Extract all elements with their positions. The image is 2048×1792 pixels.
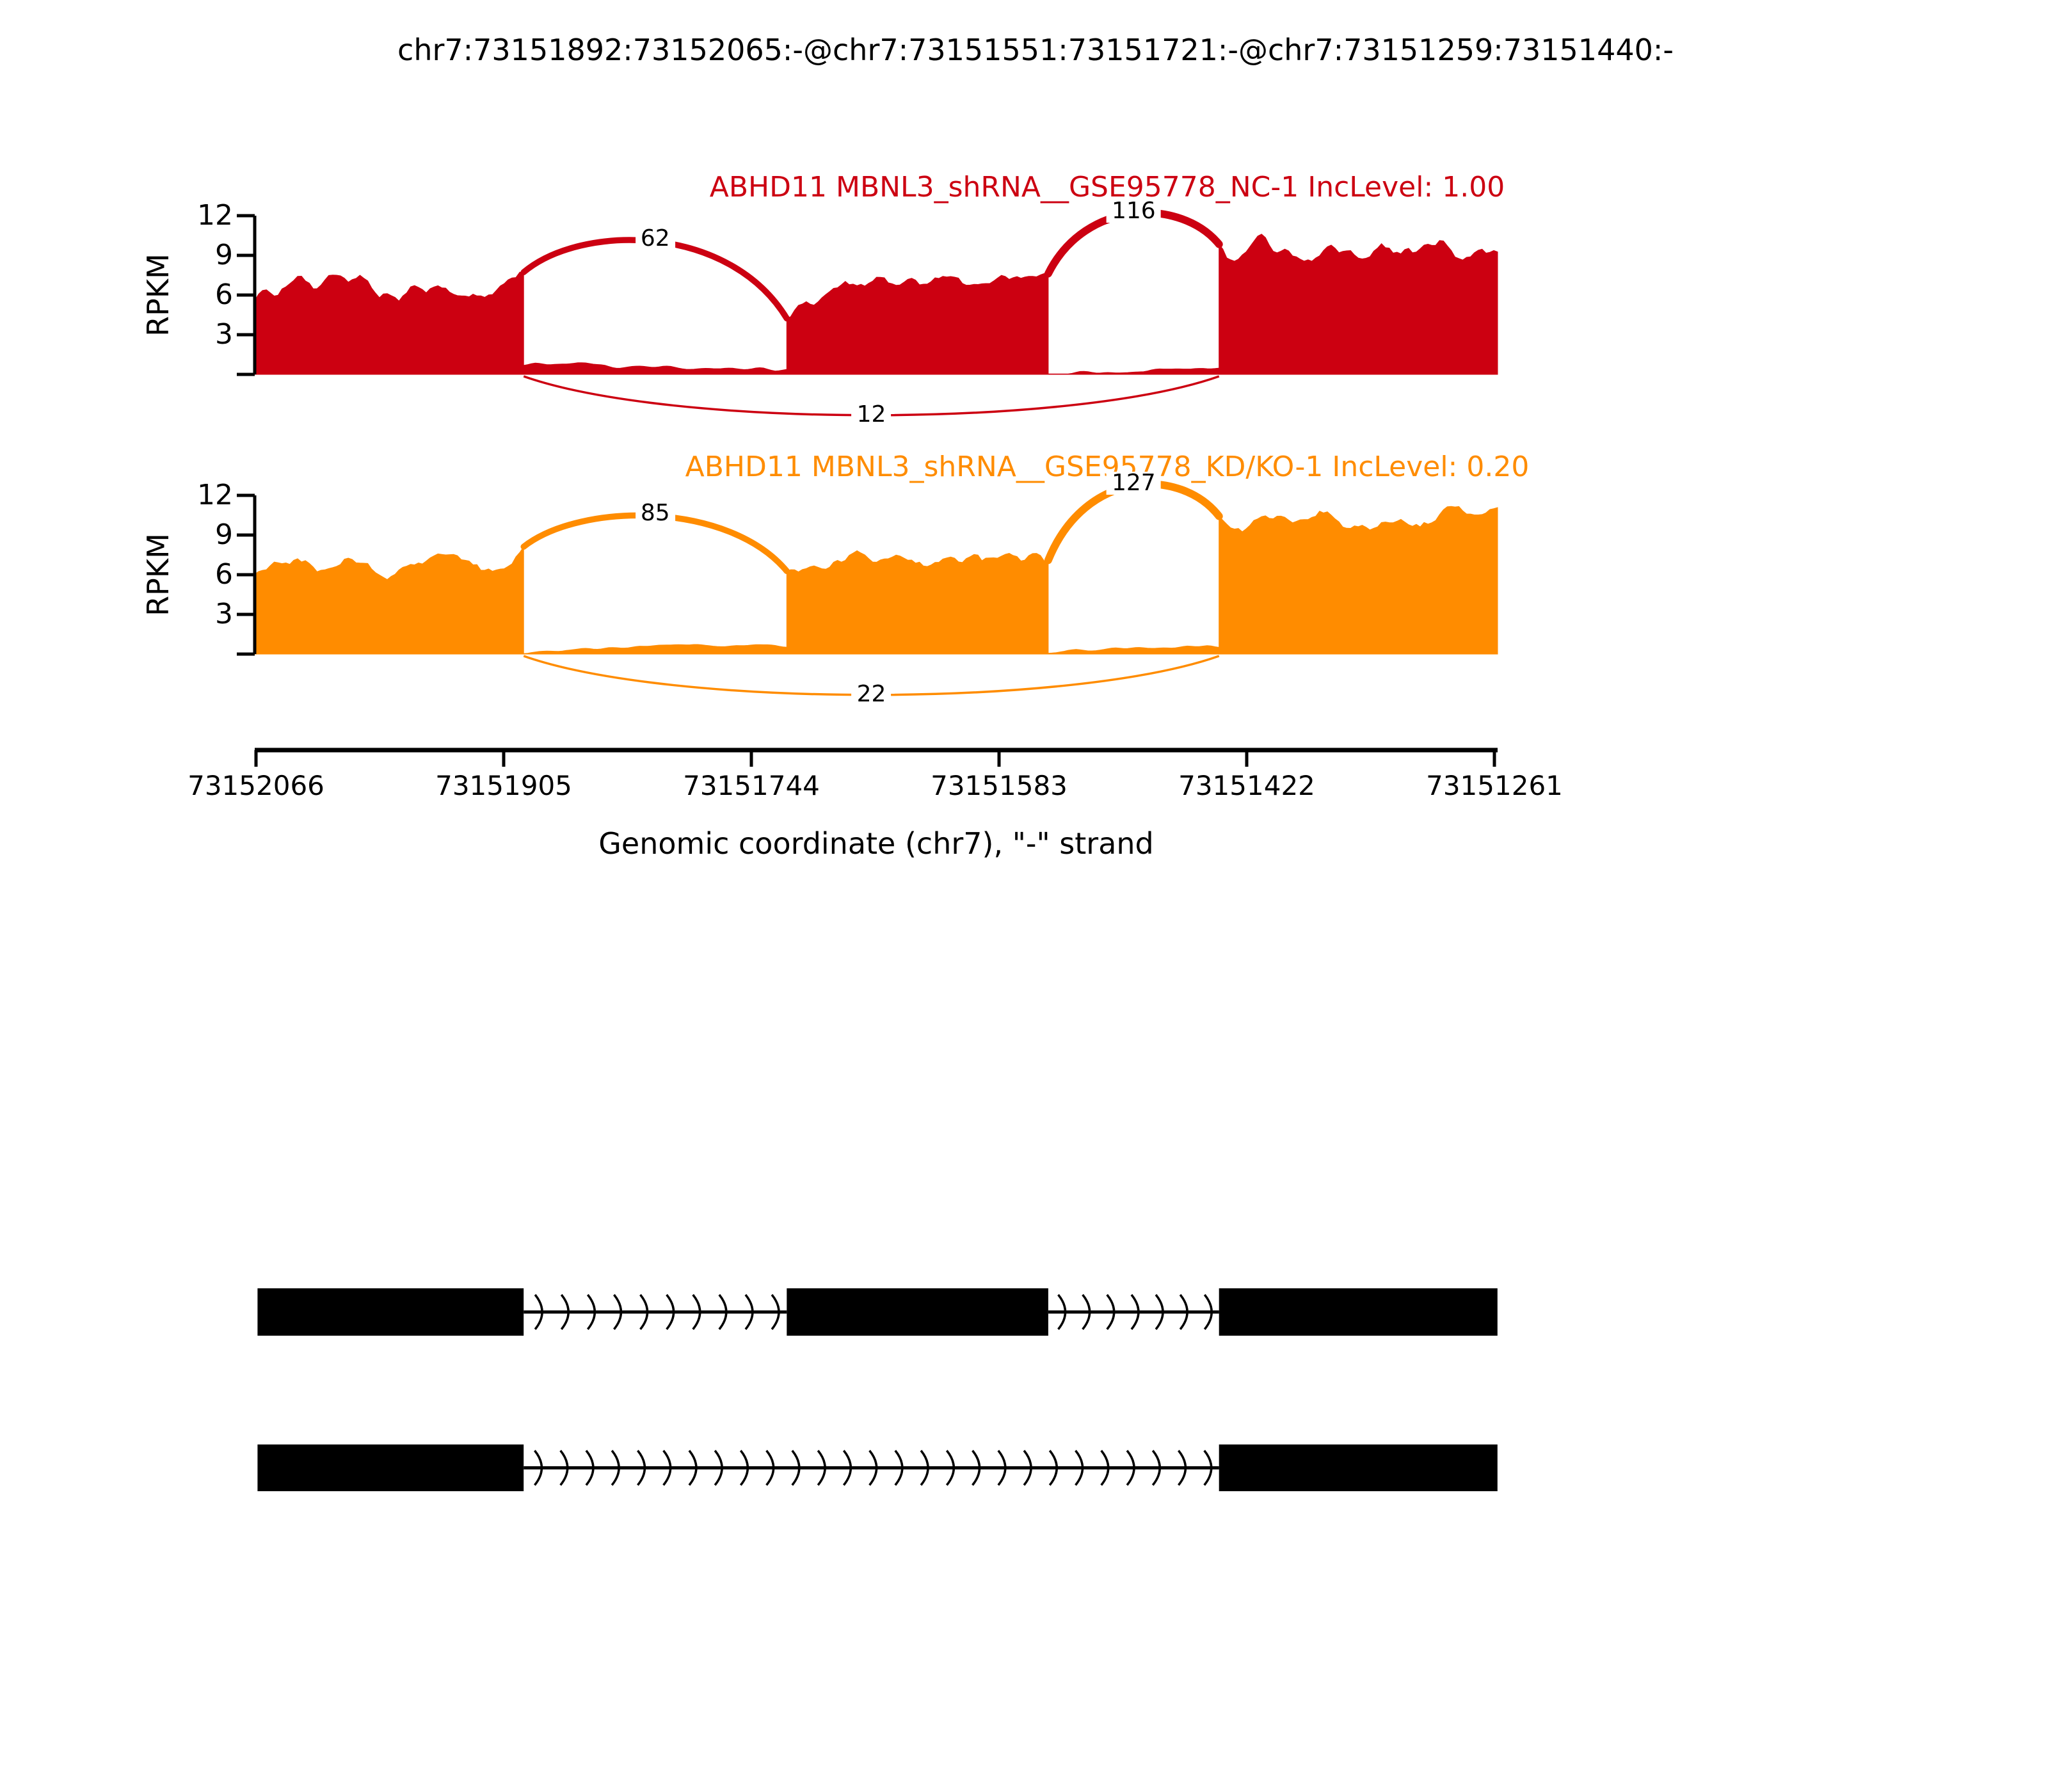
y-tick-label: 3: [215, 598, 233, 630]
intron-chevron-icon: [560, 1293, 570, 1331]
intron-chevron-icon: [972, 1450, 981, 1486]
exon-box-transcript-1: [787, 1288, 1048, 1336]
intron-chevron-icon: [666, 1293, 675, 1331]
x-tick-label: 73151744: [683, 770, 820, 801]
intron-chevron-icon: [1203, 1293, 1213, 1331]
junction-count-label: 116: [1106, 199, 1161, 223]
rpkm-axis-label-track-1: RPKM: [141, 253, 175, 337]
intron-chevron-icon: [639, 1293, 649, 1331]
exon-box-transcript-2: [1219, 1444, 1498, 1491]
junction-count-label: 85: [635, 502, 675, 525]
intron-chevron-icon: [559, 1450, 569, 1486]
intron-chevron-icon: [842, 1450, 852, 1486]
intron-chevron-icon: [1075, 1450, 1084, 1486]
intron-chevron-icon: [688, 1450, 698, 1486]
intron-chevron-icon: [585, 1450, 595, 1486]
y-tick-label: 9: [215, 518, 233, 551]
x-tick-label: 73151261: [1426, 770, 1563, 801]
coverage-area-track-2: [254, 506, 1498, 655]
rpkm-axis-label-track-2: RPKM: [141, 533, 175, 616]
y-tick-label: 6: [215, 558, 233, 591]
coverage-area-track-1: [254, 234, 1498, 375]
intron-chevron-icon: [534, 1450, 543, 1486]
intron-chevron-icon: [718, 1293, 728, 1331]
intron-chevron-icon: [997, 1450, 1007, 1486]
y-tick-label: 12: [197, 479, 233, 511]
junction-count-label: 62: [635, 227, 675, 251]
intron-chevron-icon: [920, 1450, 929, 1486]
exon-box-transcript-2: [257, 1444, 524, 1491]
track-1-label: ABHD11 MBNL3_shRNA__GSE95778_NC-1 IncLev…: [709, 171, 1505, 204]
intron-chevron-icon: [1130, 1293, 1140, 1331]
intron-chevron-icon: [714, 1450, 723, 1486]
intron-chevron-icon: [1179, 1293, 1188, 1331]
x-tick-label: 73152066: [188, 770, 324, 801]
junction-count-label: 127: [1106, 471, 1161, 495]
y-tick-label: 9: [215, 239, 233, 271]
junction-count-label: 12: [851, 403, 892, 426]
intron-chevron-icon: [1048, 1450, 1058, 1486]
intron-chevron-icon: [611, 1450, 620, 1486]
intron-chevron-icon: [791, 1450, 801, 1486]
intron-chevron-icon: [1203, 1450, 1213, 1486]
junction-arc-62: [520, 237, 790, 322]
y-tick-label: 12: [197, 199, 233, 232]
intron-chevron-icon: [1126, 1450, 1135, 1486]
intron-chevron-icon: [1151, 1450, 1161, 1486]
intron-chevron-icon: [894, 1450, 904, 1486]
intron-chevron-icon: [586, 1293, 596, 1331]
intron-chevron-icon: [662, 1450, 672, 1486]
x-tick-label: 73151583: [931, 770, 1068, 801]
intron-chevron-icon: [1100, 1450, 1110, 1486]
x-tick-label: 73151905: [435, 770, 572, 801]
y-tick-label: 3: [215, 318, 233, 351]
exon-box-transcript-1: [1219, 1288, 1498, 1336]
intron-chevron-icon: [868, 1450, 878, 1486]
intron-chevron-icon: [613, 1293, 623, 1331]
intron-chevron-icon: [1155, 1293, 1164, 1331]
intron-chevron-icon: [1057, 1293, 1067, 1331]
plot-title: chr7:73151892:73152065:-@chr7:73151551:7…: [397, 33, 1674, 67]
genomic-axis-label: Genomic coordinate (chr7), "-" strand: [598, 826, 1154, 861]
x-tick-label: 73151422: [1178, 770, 1315, 801]
intron-chevron-icon: [945, 1450, 955, 1486]
intron-chevron-icon: [1106, 1293, 1116, 1331]
intron-chevron-icon: [817, 1450, 826, 1486]
intron-chevron-icon: [692, 1293, 701, 1331]
intron-chevron-icon: [744, 1293, 754, 1331]
intron-chevron-icon: [1023, 1450, 1032, 1486]
intron-chevron-icon: [534, 1293, 543, 1331]
intron-chevron-icon: [765, 1450, 775, 1486]
intron-chevron-icon: [1082, 1293, 1091, 1331]
exon-box-transcript-1: [257, 1288, 524, 1336]
intron-chevron-icon: [771, 1293, 780, 1331]
y-tick-label: 6: [215, 278, 233, 311]
intron-chevron-icon: [637, 1450, 646, 1486]
intron-chevron-icon: [739, 1450, 749, 1486]
junction-count-label: 22: [851, 683, 892, 706]
intron-chevron-icon: [1178, 1450, 1187, 1486]
